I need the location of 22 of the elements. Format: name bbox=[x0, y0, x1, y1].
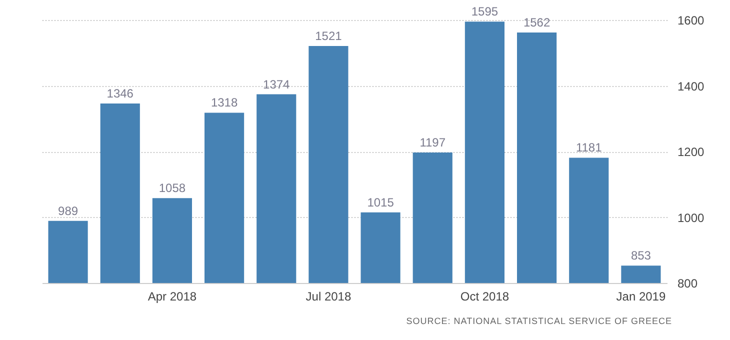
y-tick-label: 1200 bbox=[678, 145, 705, 159]
data-label: 1595 bbox=[471, 4, 498, 19]
data-label: 1015 bbox=[367, 195, 394, 210]
data-label: 1562 bbox=[523, 15, 550, 30]
y-tick-label: 1400 bbox=[678, 79, 705, 94]
data-label: 853 bbox=[630, 248, 652, 263]
x-tick-label: Oct 2018 bbox=[460, 290, 510, 304]
y-tick-label: 800 bbox=[678, 276, 698, 290]
x-tick-label: Jan 2019 bbox=[616, 290, 666, 304]
data-label: 1318 bbox=[210, 96, 238, 110]
data-label: 1197 bbox=[420, 135, 446, 150]
y-tick-label: 1600 bbox=[678, 14, 705, 28]
data-label: 1058 bbox=[158, 181, 186, 196]
data-label: 1346 bbox=[106, 86, 134, 101]
x-tick-label: Jul 2018 bbox=[306, 290, 352, 304]
source-note: SOURCE: NATIONAL STATISTICAL SERVICE OF GREECE bbox=[405, 316, 672, 326]
y-tick-label: 1000 bbox=[678, 210, 705, 225]
data-label: 1181 bbox=[576, 140, 602, 155]
data-label: 989 bbox=[58, 204, 78, 218]
x-tick-label: Apr 2018 bbox=[148, 290, 197, 304]
data-label: 1374 bbox=[263, 77, 290, 92]
data-label: 1521 bbox=[315, 28, 342, 43]
